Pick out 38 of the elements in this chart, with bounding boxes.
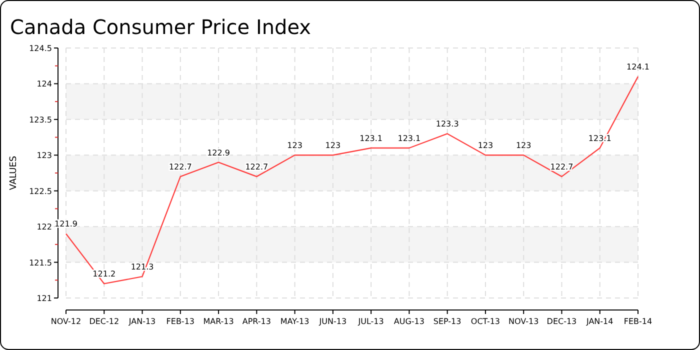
data-label: 123.1 [360, 134, 383, 143]
y-tick-label: 124.5 [29, 44, 52, 53]
y-tick-label: 121 [36, 294, 52, 303]
data-label: 123 [325, 141, 341, 150]
y-tick-label: 123 [36, 151, 52, 160]
x-tick-label: JUN-13 [318, 317, 347, 326]
x-tick-label: AUG-13 [394, 317, 424, 326]
x-tick-label: NOV-13 [508, 317, 539, 326]
data-label: 123.3 [436, 120, 459, 129]
x-tick-label: SEP-13 [433, 317, 462, 326]
y-axis-title: VALUES [9, 156, 19, 190]
y-tick-label: 122.5 [29, 186, 52, 196]
data-label: 122.7 [168, 162, 192, 172]
data-label: 124.1 [626, 62, 650, 72]
x-tick-label: APR-13 [242, 317, 271, 326]
y-tick-label: 121.5 [29, 258, 52, 268]
data-label: 122.7 [550, 162, 574, 172]
y-tick-label: 123.5 [29, 115, 52, 124]
x-tick-label: OCT-13 [470, 317, 500, 326]
x-tick-label: FEB-14 [624, 317, 652, 326]
x-tick-label: DEC-12 [89, 317, 120, 326]
chart-title: Canada Consumer Price Index [10, 15, 312, 39]
x-tick-label: JAN-14 [585, 317, 614, 326]
data-label: 123 [478, 141, 494, 150]
x-tick-label: NOV-12 [50, 317, 82, 326]
data-label: 123.1 [398, 134, 421, 143]
y-tick-label: 122 [36, 222, 52, 232]
data-label: 123 [516, 141, 532, 150]
data-label: 122.7 [245, 162, 268, 172]
x-tick-label: JAN-13 [128, 317, 156, 326]
y-tick-label: 124 [36, 80, 52, 89]
data-label: 123 [287, 141, 302, 150]
data-label: 122.9 [207, 148, 230, 158]
x-tick-label: JUL-13 [357, 317, 384, 326]
x-tick-label: MAY-13 [280, 317, 310, 326]
x-tick-label: FEB-13 [166, 317, 195, 326]
x-tick-label: DEC-13 [546, 317, 577, 326]
x-tick-label: MAR-13 [203, 317, 234, 326]
